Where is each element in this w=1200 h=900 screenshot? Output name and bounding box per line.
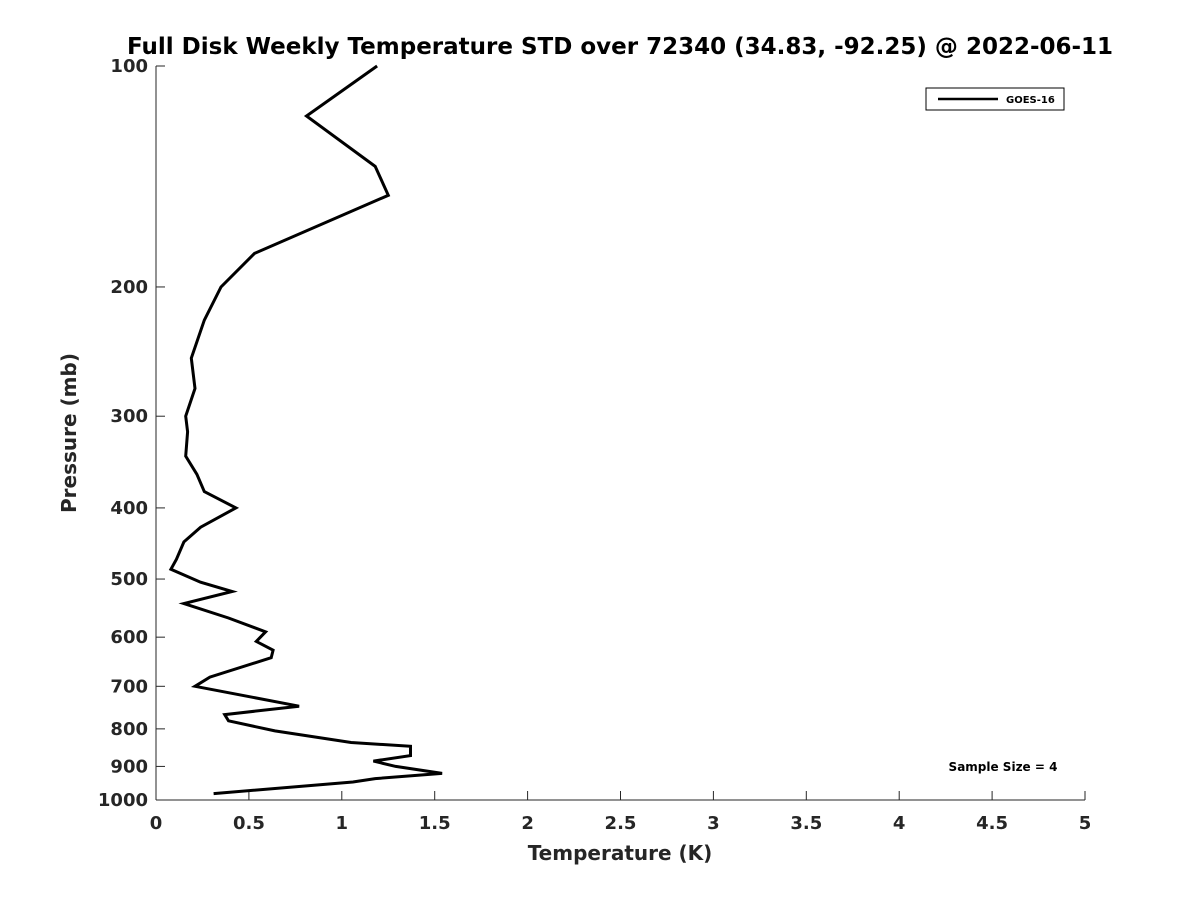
plot-area <box>155 66 1085 801</box>
y-axis-label: Pressure (mb) <box>57 353 81 513</box>
x-tick-label: 4.5 <box>976 813 1008 834</box>
sample-size-annotation: Sample Size = 4 <box>949 760 1058 774</box>
legend: GOES-16 <box>925 87 1065 111</box>
x-tick-label: 1 <box>336 813 349 834</box>
x-tick-label: 5 <box>1079 813 1092 834</box>
y-tick-label: 300 <box>110 406 148 427</box>
x-axis-label: Temperature (K) <box>528 841 713 865</box>
x-tick-label: 0 <box>150 813 163 834</box>
y-axis-ticks: 100 200 300 400 500 600 700 800 900 1000 <box>98 56 165 811</box>
legend-label-goes-16: GOES-16 <box>1006 95 1055 106</box>
y-tick-label: 200 <box>110 277 148 298</box>
y-tick-label: 900 <box>110 756 148 777</box>
x-tick-label: 2 <box>521 813 534 834</box>
x-tick-label: 3.5 <box>790 813 822 834</box>
y-tick-label: 700 <box>110 676 148 697</box>
series-group <box>168 64 443 796</box>
y-tick-label: 1000 <box>98 790 148 811</box>
x-tick-label: 2.5 <box>605 813 637 834</box>
x-tick-label: 4 <box>893 813 906 834</box>
x-tick-label: 1.5 <box>419 813 451 834</box>
y-tick-label: 500 <box>110 569 148 590</box>
chart-title: Full Disk Weekly Temperature STD over 72… <box>127 34 1113 60</box>
series-line-goes-16 <box>168 64 443 796</box>
y-tick-label: 600 <box>110 627 148 648</box>
y-tick-label: 100 <box>110 56 148 77</box>
y-tick-label: 400 <box>110 498 148 519</box>
x-tick-label: 3 <box>707 813 720 834</box>
x-axis-ticks: 0 0.5 1 1.5 2 2.5 3 3.5 4 4.5 5 <box>150 791 1092 834</box>
x-tick-label: 0.5 <box>233 813 265 834</box>
y-tick-label: 800 <box>110 719 148 740</box>
